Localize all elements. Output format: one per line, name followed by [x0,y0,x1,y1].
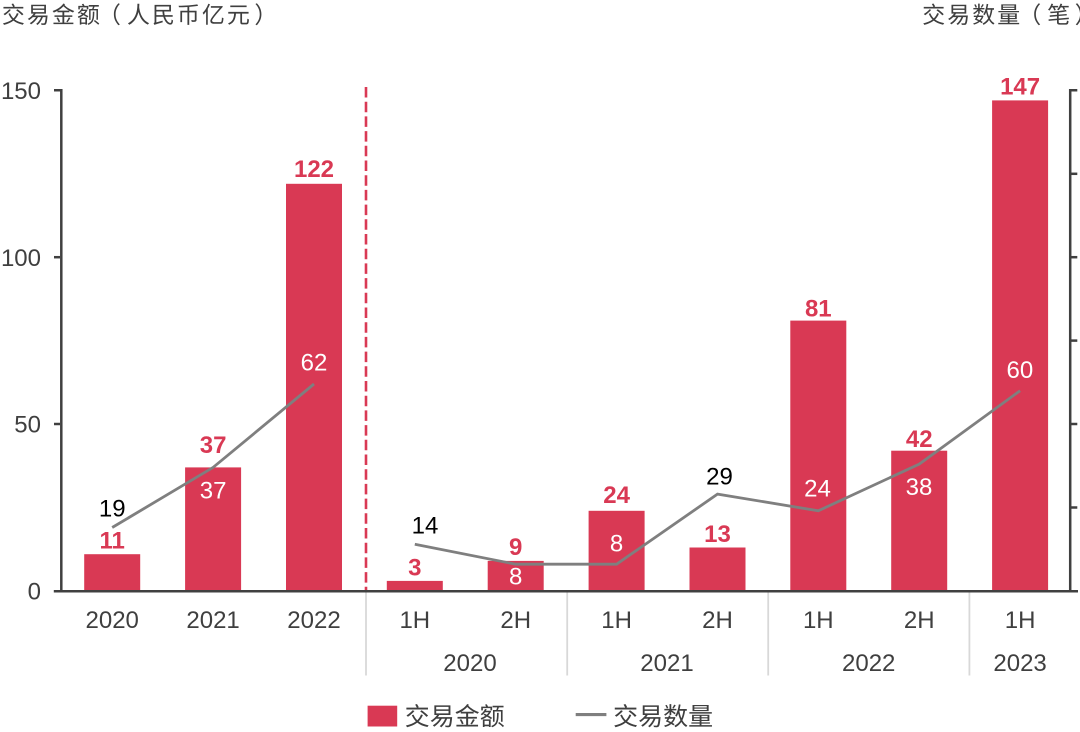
svg-text:29: 29 [706,464,733,491]
svg-text:11: 11 [100,528,125,555]
svg-text:147: 147 [1000,74,1040,101]
svg-text:8: 8 [509,564,522,591]
svg-text:1H: 1H [803,607,834,634]
svg-text:62: 62 [301,350,328,377]
svg-text:2020: 2020 [86,607,139,634]
svg-text:2023: 2023 [993,650,1046,677]
svg-text:13: 13 [704,521,731,548]
svg-text:19: 19 [99,496,126,523]
svg-text:81: 81 [805,296,832,323]
svg-text:2021: 2021 [640,650,693,677]
svg-text:2H: 2H [500,607,531,634]
svg-text:2H: 2H [702,607,733,634]
svg-text:38: 38 [906,474,933,501]
svg-text:24: 24 [804,476,831,503]
svg-text:2021: 2021 [186,607,239,634]
svg-text:1H: 1H [601,607,632,634]
svg-text:2020: 2020 [443,650,496,677]
svg-text:0: 0 [28,579,41,606]
svg-text:24: 24 [603,482,630,509]
svg-text:2022: 2022 [287,607,340,634]
svg-text:42: 42 [906,426,933,453]
svg-text:14: 14 [412,512,439,539]
svg-text:150: 150 [1,78,41,105]
svg-text:8: 8 [610,531,623,558]
svg-text:9: 9 [509,534,522,561]
svg-text:50: 50 [14,412,41,439]
svg-text:37: 37 [200,432,227,459]
svg-text:2022: 2022 [842,650,895,677]
svg-text:1H: 1H [1005,607,1036,634]
svg-text:60: 60 [1007,357,1034,384]
svg-text:37: 37 [200,477,227,504]
svg-text:122: 122 [294,156,334,183]
svg-text:1H: 1H [399,607,430,634]
svg-text:2H: 2H [904,607,935,634]
svg-text:100: 100 [1,245,41,272]
svg-text:3: 3 [408,555,421,582]
